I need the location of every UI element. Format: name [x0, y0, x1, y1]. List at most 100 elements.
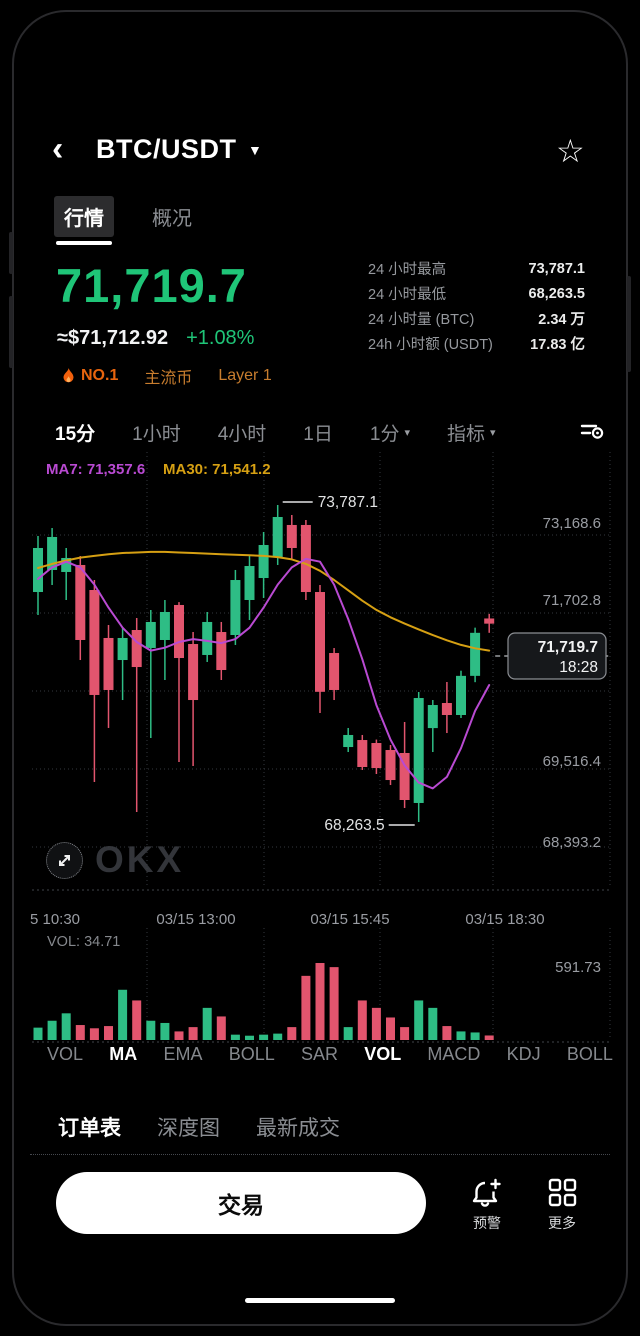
volume-down-button: [9, 296, 13, 368]
svg-text:03/15 18:30: 03/15 18:30: [465, 911, 544, 928]
volume-bar: [230, 1034, 240, 1040]
candle-body: [258, 545, 269, 579]
stats-panel: 24 小时最高 73,787.1 24 小时最低 68,263.5 24 小时量…: [368, 256, 585, 356]
candle-body: [174, 604, 184, 659]
volume-bar: [216, 1016, 226, 1040]
category-badge[interactable]: 主流币: [144, 370, 193, 387]
volume-bar: [386, 1017, 395, 1040]
indicator-boll2[interactable]: BOLL: [566, 1044, 613, 1064]
volume-bar: [118, 989, 128, 1040]
candle-body: [343, 734, 354, 748]
volume-bar: [315, 963, 325, 1040]
volume-bar: [202, 1007, 212, 1040]
timeframe-15m[interactable]: 15分: [55, 424, 96, 445]
stat-label: 24 小时量 (BTC): [368, 312, 475, 328]
candle-body: [484, 618, 495, 624]
volume-bar: [414, 1000, 424, 1040]
svg-text:5 10:30: 5 10:30: [30, 911, 80, 928]
more-button[interactable]: 更多: [545, 1176, 579, 1233]
volume-bar: [188, 1027, 198, 1040]
tab-latest-trades[interactable]: 最新成交: [256, 1117, 340, 1140]
volume-bar: [174, 1031, 184, 1040]
pair-selector-caret-icon[interactable]: ▼: [248, 142, 262, 158]
candle-body: [470, 632, 481, 676]
tab-overview[interactable]: 概况: [152, 208, 192, 230]
fire-icon: [63, 368, 74, 383]
candle-body: [188, 644, 199, 701]
power-button: [627, 276, 631, 372]
grid-icon: [548, 1178, 577, 1207]
indicator-ma[interactable]: MA: [109, 1044, 138, 1064]
volume-bar: [442, 1026, 452, 1040]
svg-text:73,787.1: 73,787.1: [318, 494, 378, 511]
back-icon[interactable]: ‹: [52, 130, 64, 168]
indicator-kdj[interactable]: KDJ: [506, 1044, 541, 1064]
trade-button[interactable]: 交易: [56, 1172, 426, 1234]
fullscreen-expand-icon[interactable]: [46, 841, 83, 879]
timeframe-1d[interactable]: 1日: [303, 424, 333, 445]
candle-body: [61, 557, 72, 572]
timeframe-4h[interactable]: 4小时: [217, 424, 267, 445]
candle-body: [202, 621, 213, 655]
category-badge[interactable]: Layer 1: [218, 367, 272, 384]
tab-order-book[interactable]: 订单表: [58, 1117, 121, 1140]
indicator-vol-main[interactable]: VOL: [47, 1044, 84, 1064]
volume-bar: [245, 1035, 254, 1040]
home-indicator[interactable]: [245, 1298, 395, 1303]
price-alert-button[interactable]: 预警: [470, 1176, 504, 1233]
favorite-star-icon[interactable]: ☆: [556, 133, 585, 169]
candle-body: [286, 524, 297, 548]
rank-badge[interactable]: NO.1: [62, 367, 118, 385]
indicator-ema[interactable]: EMA: [163, 1044, 203, 1064]
tab-depth-chart[interactable]: 深度图: [157, 1117, 220, 1140]
candle-body: [131, 630, 142, 668]
timeframe-more-dropdown[interactable]: 1分 ▾: [370, 419, 410, 446]
candle-body: [230, 580, 241, 635]
rank-label: NO.1: [81, 367, 119, 384]
indicator-dropdown[interactable]: 指标 ▾: [447, 419, 496, 446]
volume-bar: [484, 1035, 494, 1040]
indicator-boll[interactable]: BOLL: [228, 1044, 275, 1064]
stat-value: 2.34 万: [538, 312, 585, 328]
chart-watermark: OKX: [46, 839, 184, 881]
volume-bar: [357, 1000, 367, 1040]
candle-body: [413, 698, 424, 803]
stat-value: 17.83 亿: [530, 337, 585, 353]
indicator-macd[interactable]: MACD: [427, 1044, 481, 1064]
volume-bar: [47, 1020, 57, 1040]
volume-bar: [160, 1022, 170, 1040]
candle-body: [117, 637, 128, 661]
change-percent: +1.08%: [186, 327, 255, 349]
chart-settings-icon[interactable]: [579, 418, 605, 447]
indicator-sar[interactable]: SAR: [300, 1044, 338, 1064]
ma30-line: [37, 550, 491, 652]
candles-layer[interactable]: [33, 505, 495, 823]
volume-bar: [400, 1027, 410, 1040]
svg-text:MA30: 71,541.2: MA30: 71,541.2: [163, 461, 271, 478]
candle-body: [357, 740, 368, 768]
volume-bar: [259, 1034, 269, 1040]
svg-text:03/15 13:00: 03/15 13:00: [156, 911, 235, 928]
ma-legend: MA7: 71,357.6 MA30: 71,541.2: [46, 461, 271, 478]
indicator-vol-sub[interactable]: VOL: [364, 1044, 402, 1064]
stat-label: 24h 小时额 (USDT): [368, 337, 493, 353]
page-title: BTC/USDT: [96, 134, 237, 164]
candle-body: [159, 611, 170, 640]
high-low-annotations: 73,787.1 68,263.5: [282, 494, 415, 834]
timeframe-1h[interactable]: 1小时: [132, 424, 181, 445]
volume-bar: [273, 1033, 283, 1040]
chart-gridlines: [32, 452, 611, 1043]
tab-market[interactable]: 行情: [54, 196, 114, 245]
current-price-tag[interactable]: 71,719.7 18:28: [495, 632, 610, 680]
candle-body: [371, 743, 382, 769]
orderbook-tab-bar: 订单表 深度图 最新成交: [58, 1112, 340, 1142]
volume-pane[interactable]: VOL: 34.71 591.73: [33, 934, 602, 1040]
candle-body: [456, 675, 466, 716]
stat-row: 24h 小时额 (USDT) 17.83 亿: [368, 331, 585, 356]
section-divider: [30, 1154, 610, 1155]
volume-bar: [89, 1028, 99, 1040]
badge-row: NO.1 主流币 Layer 1: [62, 364, 272, 388]
candle-body: [216, 632, 227, 671]
